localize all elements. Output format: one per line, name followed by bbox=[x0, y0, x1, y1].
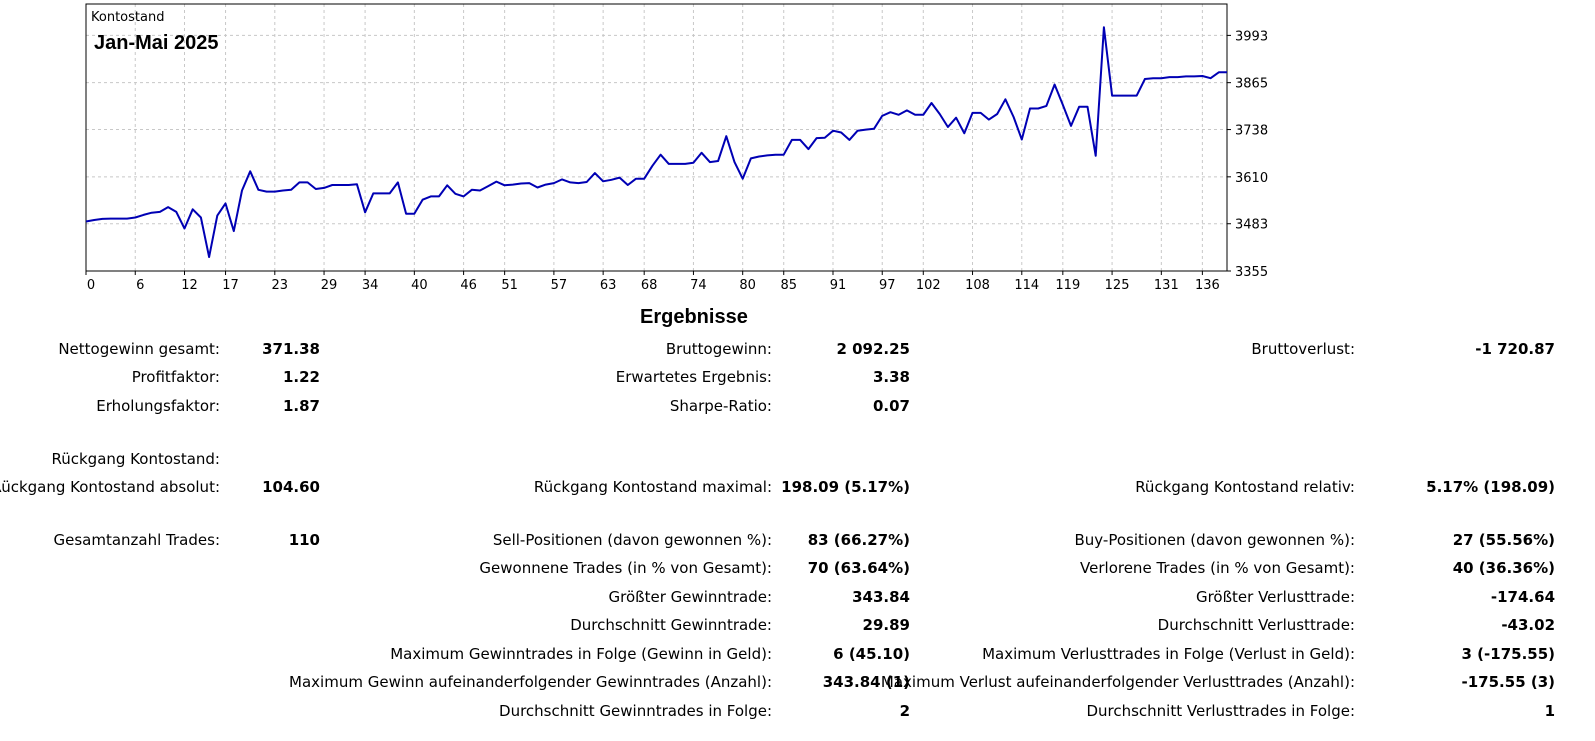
y-tick-label: 3865 bbox=[1235, 77, 1268, 92]
result-value: 104.60 bbox=[262, 478, 320, 496]
result-label: Bruttoverlust: bbox=[1251, 340, 1355, 358]
chart-title: Jan-Mai 2025 bbox=[94, 32, 219, 54]
result-label: Erwartetes Ergebnis: bbox=[615, 368, 772, 386]
x-tick-label: 57 bbox=[551, 278, 568, 293]
result-label: Buy-Positionen (davon gewonnen %): bbox=[1074, 531, 1356, 549]
x-tick-label: 125 bbox=[1105, 278, 1130, 293]
x-tick-label: 63 bbox=[600, 278, 617, 293]
x-tick-label: 23 bbox=[272, 278, 289, 293]
result-value: 2 092.25 bbox=[836, 340, 910, 358]
x-tick-label: 34 bbox=[362, 278, 379, 293]
x-tick-label: 136 bbox=[1195, 278, 1220, 293]
x-tick-label: 114 bbox=[1014, 278, 1039, 293]
result-label: Profitfaktor: bbox=[131, 368, 220, 386]
result-label: Rückgang Kontostand relativ: bbox=[1135, 478, 1355, 496]
x-tick-label: 97 bbox=[879, 278, 896, 293]
x-tick-label: 12 bbox=[181, 278, 198, 293]
result-value: -175.55 (3) bbox=[1461, 673, 1555, 691]
result-value: 343.84 (1) bbox=[822, 673, 910, 691]
result-label: Größter Verlusttrade: bbox=[1195, 588, 1355, 606]
result-value: 83 (66.27%) bbox=[807, 531, 910, 549]
x-tick-label: 80 bbox=[739, 278, 756, 293]
result-label: Maximum Gewinntrades in Folge (Gewinn in… bbox=[390, 645, 772, 663]
result-value: -1 720.87 bbox=[1475, 340, 1555, 358]
x-tick-label: 6 bbox=[136, 278, 144, 293]
result-value: -174.64 bbox=[1490, 588, 1555, 606]
chart-grid bbox=[86, 4, 1227, 271]
result-label: Verlorene Trades (in % von Gesamt): bbox=[1080, 559, 1355, 577]
result-label: Gewonnene Trades (in % von Gesamt): bbox=[479, 559, 772, 577]
x-tick-label: 46 bbox=[460, 278, 477, 293]
result-label: Gesamtanzahl Trades: bbox=[53, 531, 221, 549]
result-value: 1.22 bbox=[282, 368, 320, 386]
result-value: 5.17% (198.09) bbox=[1426, 478, 1555, 496]
result-label: Bruttogewinn: bbox=[665, 340, 772, 358]
result-value: 1.87 bbox=[282, 397, 320, 415]
result-value: 1 bbox=[1544, 702, 1555, 720]
result-value: 371.38 bbox=[262, 340, 320, 358]
result-label: Größter Gewinntrade: bbox=[608, 588, 772, 606]
result-value: 0.07 bbox=[872, 397, 910, 415]
x-tick-label: 108 bbox=[965, 278, 990, 293]
x-tick-label: 17 bbox=[222, 278, 239, 293]
result-value: 343.84 bbox=[852, 588, 910, 606]
result-label: Erholungsfaktor: bbox=[96, 397, 220, 415]
x-tick-label: 68 bbox=[641, 278, 658, 293]
x-tick-label: 85 bbox=[780, 278, 797, 293]
x-tick-label: 74 bbox=[690, 278, 707, 293]
y-tick-label: 3355 bbox=[1235, 265, 1268, 280]
x-tick-label: 29 bbox=[321, 278, 338, 293]
y-axis: 3993 3865 3738 3610 3483 3355 bbox=[1227, 29, 1268, 280]
result-label: Durchschnitt Gewinntrades in Folge: bbox=[499, 702, 772, 720]
result-value: 3 (-175.55) bbox=[1461, 645, 1555, 663]
result-value: 70 (63.64%) bbox=[807, 559, 910, 577]
result-label: Rückgang Kontostand maximal: bbox=[533, 478, 772, 496]
x-tick-label: 40 bbox=[411, 278, 428, 293]
x-tick-label: 131 bbox=[1154, 278, 1179, 293]
result-label: Maximum Verlusttrades in Folge (Verlust … bbox=[982, 645, 1355, 663]
result-value: 40 (36.36%) bbox=[1452, 559, 1555, 577]
x-tick-label: 0 bbox=[87, 278, 95, 293]
x-tick-label: 51 bbox=[501, 278, 518, 293]
result-label: Sell-Positionen (davon gewonnen %): bbox=[492, 531, 772, 549]
result-label: Maximum Verlust aufeinanderfolgender Ver… bbox=[880, 673, 1355, 691]
plot-frame bbox=[85, 3, 1228, 272]
y-tick-label: 3738 bbox=[1235, 124, 1268, 139]
result-label: Rückgang Kontostand: bbox=[51, 450, 220, 468]
result-value: 198.09 (5.17%) bbox=[781, 478, 910, 496]
result-label: Maximum Gewinn aufeinanderfolgender Gewi… bbox=[289, 673, 772, 691]
x-tick-label: 119 bbox=[1055, 278, 1080, 293]
x-tick-label: 91 bbox=[830, 278, 847, 293]
result-value: 6 (45.10) bbox=[833, 645, 910, 663]
result-label: Durchschnitt Verlusttrades in Folge: bbox=[1086, 702, 1355, 720]
y-tick-label: 3610 bbox=[1235, 171, 1268, 186]
series-label: Kontostand bbox=[91, 10, 164, 25]
result-value: 3.38 bbox=[872, 368, 910, 386]
x-tick-label: 102 bbox=[916, 278, 941, 293]
result-label: Nettogewinn gesamt: bbox=[58, 340, 220, 358]
result-value: 29.89 bbox=[862, 616, 910, 634]
result-value: 27 (55.56%) bbox=[1452, 531, 1555, 549]
result-label: Rückgang Kontostand absolut: bbox=[0, 478, 220, 496]
result-label: Durchschnitt Gewinntrade: bbox=[570, 616, 772, 634]
y-tick-label: 3993 bbox=[1235, 29, 1268, 44]
result-label: Durchschnitt Verlusttrade: bbox=[1157, 616, 1355, 634]
result-label: Sharpe-Ratio: bbox=[669, 397, 772, 415]
result-value: 2 bbox=[899, 702, 910, 720]
result-value: 110 bbox=[288, 531, 320, 549]
balance-chart: 3993 3865 3738 3610 3483 3355 0 6 12 17 23 29 34 40 4… bbox=[85, 3, 1268, 293]
x-axis: 0 6 12 17 23 29 34 40 46 51 57 63 68 74 80 85 91 97 102 108… bbox=[85, 271, 1220, 293]
y-tick-label: 3483 bbox=[1235, 218, 1268, 233]
result-value: -43.02 bbox=[1501, 616, 1555, 634]
balance-series-line bbox=[85, 26, 1227, 258]
results-title: Ergebnisse bbox=[640, 306, 748, 328]
